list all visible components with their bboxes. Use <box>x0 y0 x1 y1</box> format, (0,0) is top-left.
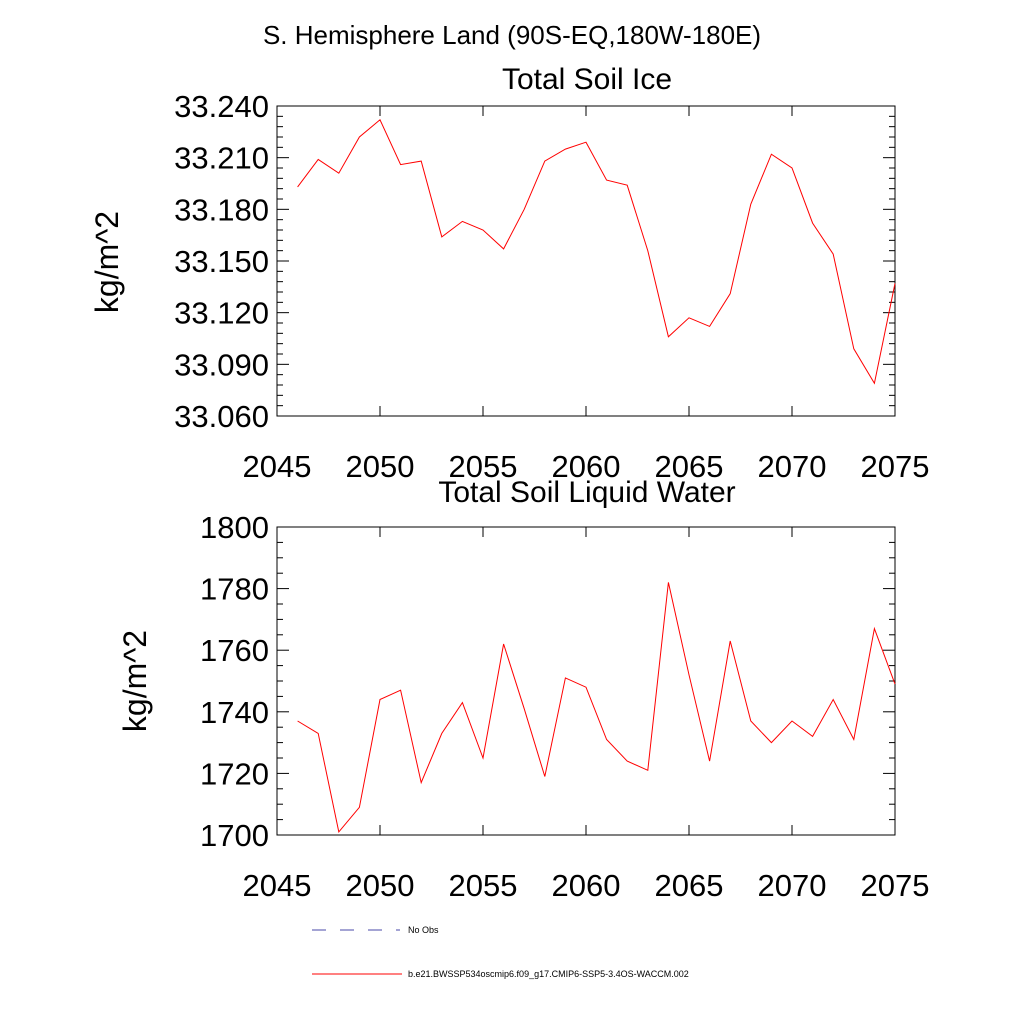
y-tick-label: 33.150 <box>174 244 269 279</box>
y-tick-label: 33.240 <box>174 89 269 124</box>
y-tick-label: 1700 <box>200 818 269 853</box>
x-tick-label: 2050 <box>346 868 415 903</box>
y-axis-label-soil-ice: kg/m^2 <box>89 211 125 313</box>
y-tick-label: 33.180 <box>174 192 269 227</box>
legend: No Obs b.e21.BWSSP534oscmip6.f09_g17.CMI… <box>312 925 689 979</box>
y-tick-label: 1760 <box>200 633 269 668</box>
y-tick-label: 33.210 <box>174 141 269 176</box>
x-tick-label: 2055 <box>449 868 518 903</box>
chart-marks-soil-ice: 2045 2050 2055 2060 2065 2070 2075 33.060 33.090… <box>174 89 929 484</box>
legend-entry-no-obs: No Obs <box>312 925 439 935</box>
chart-title-soil-ice: Total Soil Ice <box>502 63 672 96</box>
x-tick-label: 2070 <box>758 449 827 484</box>
legend-entry-model-run: b.e21.BWSSP534oscmip6.f09_g17.CMIP6-SSP5… <box>312 969 689 979</box>
y-tick-label: 1720 <box>200 756 269 791</box>
x-tick-label: 2045 <box>243 868 312 903</box>
series-line-soil-liquid-water <box>297 582 896 834</box>
legend-label-no-obs: No Obs <box>408 925 439 935</box>
y-axis-label-soil-liquid-water: kg/m^2 <box>117 630 153 732</box>
x-tick-label: 2060 <box>552 868 621 903</box>
x-tick-label: 2070 <box>758 868 827 903</box>
x-tick-label: 2075 <box>861 868 930 903</box>
plot-frame-soil-liquid-water <box>276 526 896 836</box>
x-tick-label: 2065 <box>655 868 724 903</box>
x-tick-label: 2075 <box>861 449 930 484</box>
series-line-soil-ice <box>297 118 896 385</box>
x-tick-label: 2045 <box>243 449 312 484</box>
x-tick-label: 2060 <box>552 449 621 484</box>
y-tick-label: 33.090 <box>174 347 269 382</box>
chart-title-soil-liquid-water: Total Soil Liquid Water <box>438 476 735 509</box>
chart-marks-soil-liquid-water: 2045 2050 2055 2060 2065 2070 2075 1700 1720 1740… <box>200 510 929 903</box>
chart-panel-soil-liquid-water: Total Soil Liquid Water kg/m^2 2045 2050 2… <box>117 476 929 903</box>
y-tick-label: 1740 <box>200 695 269 730</box>
plot-frame-soil-ice <box>276 105 896 417</box>
x-tick-label: 2050 <box>346 449 415 484</box>
figure-title: S. Hemisphere Land (90S-EQ,180W-180E) <box>263 20 761 50</box>
y-tick-label: 33.120 <box>174 296 269 331</box>
x-tick-label: 2055 <box>449 449 518 484</box>
x-tick-label: 2065 <box>655 449 724 484</box>
chart-panel-soil-ice: Total Soil Ice kg/m^2 2045 2050 2055 2060 20… <box>89 63 929 484</box>
legend-label-model-run: b.e21.BWSSP534oscmip6.f09_g17.CMIP6-SSP5… <box>408 969 689 979</box>
y-tick-label: 1780 <box>200 572 269 607</box>
y-tick-label: 1800 <box>200 510 269 545</box>
y-tick-label: 33.060 <box>174 399 269 434</box>
